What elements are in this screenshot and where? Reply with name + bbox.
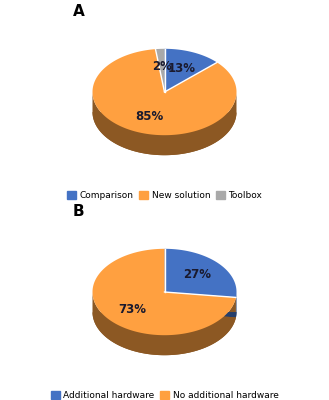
- Polygon shape: [92, 292, 236, 355]
- Text: A: A: [72, 4, 84, 19]
- Polygon shape: [236, 292, 237, 318]
- Polygon shape: [92, 249, 236, 335]
- Polygon shape: [92, 92, 237, 155]
- Polygon shape: [92, 49, 237, 135]
- Polygon shape: [92, 312, 236, 355]
- Polygon shape: [156, 49, 164, 92]
- Text: 85%: 85%: [136, 110, 164, 123]
- Text: 27%: 27%: [183, 268, 211, 281]
- Polygon shape: [164, 49, 217, 92]
- Text: B: B: [72, 204, 84, 219]
- Text: 73%: 73%: [118, 303, 146, 316]
- Polygon shape: [164, 312, 237, 318]
- Polygon shape: [164, 249, 237, 298]
- Legend: Additional hardware, No additional hardware: Additional hardware, No additional hardw…: [47, 387, 282, 400]
- Text: 13%: 13%: [168, 62, 196, 75]
- Legend: Comparison, New solution, Toolbox: Comparison, New solution, Toolbox: [63, 187, 266, 204]
- Polygon shape: [92, 112, 237, 155]
- Text: 2%: 2%: [152, 60, 172, 73]
